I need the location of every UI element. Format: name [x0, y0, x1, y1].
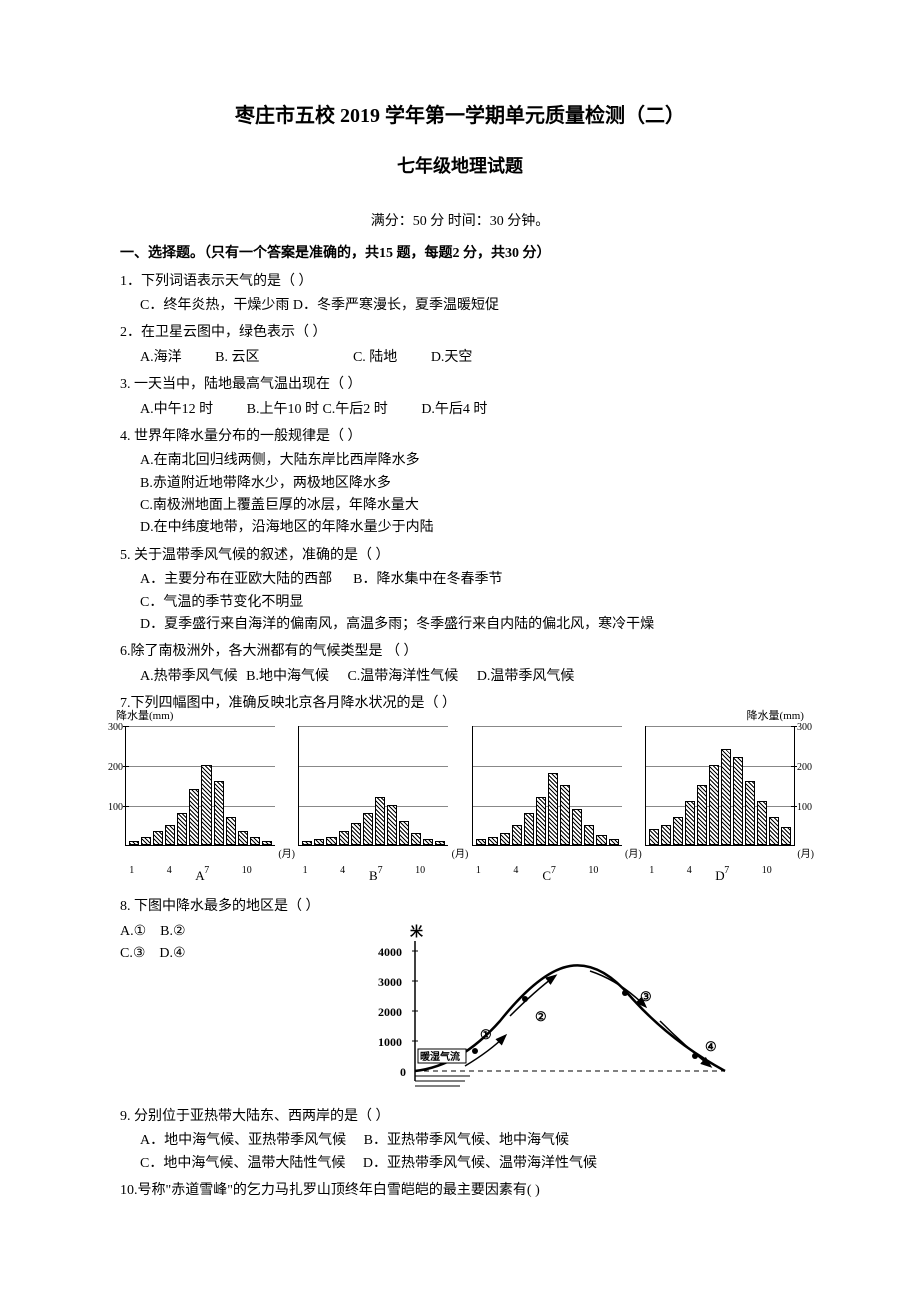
option-2b: B. 云区 — [215, 347, 259, 369]
chart-B-label: B — [293, 866, 453, 887]
option-6d: D.温带季风气候 — [477, 666, 575, 688]
chart-D-ylabel: 降水量(mm) — [747, 708, 804, 726]
exam-meta: 满分：50 分 时间：30 分钟。 — [120, 211, 800, 233]
option-6c: C.温带海洋性气候 — [347, 666, 458, 688]
option-2d: D.天空 — [431, 347, 473, 369]
option-8c: C.③ — [120, 946, 145, 961]
question-8: 8. 下图中降水最多的地区是（ ） A.① B.② C.③ D.④ 米 4000 — [120, 896, 800, 1100]
option-8a: A.① — [120, 924, 146, 939]
option-5b: B．降水集中在冬春季节 — [353, 572, 502, 587]
question-6-text: 6.除了南极洲外，各大洲都有的气候类型是 （ ） — [120, 641, 800, 663]
svg-text:暖湿气流: 暖湿气流 — [420, 1050, 460, 1063]
option-8d: D.④ — [159, 946, 185, 961]
option-5c: C．气温的季节变化不明显 — [140, 592, 800, 614]
option-4b: B.赤道附近地带降水少，两极地区降水多 — [140, 473, 800, 495]
question-10-text: 10.号称"赤道雪峰"的乞力马扎罗山顶终年白雪皑皑的最主要因素有( ) — [120, 1180, 800, 1202]
svg-text:4000: 4000 — [378, 945, 402, 959]
page-title: 枣庄市五校 2019 学年第一学期单元质量检测（二） — [120, 100, 800, 132]
mountain-diagram: 米 4000 3000 2000 1000 0 — [360, 921, 740, 1101]
chart-C: 14710(月) C — [467, 726, 627, 887]
section-1-header: 一、选择题。（只有一个答案是准确的，共15 题，每题2 分，共30 分） — [120, 243, 800, 265]
question-2: 2．在卫星云图中，绿色表示（ ） A.海洋 B. 云区 C. 陆地 D.天空 — [120, 322, 800, 369]
option-9d: D．亚热带季风气候、温带海洋性气候 — [363, 1156, 597, 1171]
question-1: 1．下列词语表示天气的是（ ） C．终年炎热，干燥少雨 D．冬季严寒漫长，夏季温… — [120, 271, 800, 318]
chart-C-label: C — [467, 866, 627, 887]
option-4d: D.在中纬度地带，沿海地区的年降水量少于内陆 — [140, 517, 800, 539]
chart-A-label: A — [120, 866, 280, 887]
option-9c: C．地中海气候、温带大陆性气候 — [140, 1156, 345, 1171]
option-5d: D．夏季盛行来自海洋的偏南风，高温多雨；冬季盛行来自内陆的偏北风，寒冷干燥 — [140, 614, 800, 636]
chart-A-ylabel: 降水量(mm) — [116, 708, 173, 726]
option-2c: C. 陆地 — [353, 347, 397, 369]
question-5-text: 5. 关于温带季风气候的叙述，准确的是（ ） — [120, 545, 800, 567]
svg-text:1000: 1000 — [378, 1035, 402, 1049]
question-5: 5. 关于温带季风气候的叙述，准确的是（ ） A．主要分布在亚欧大陆的西部 B．… — [120, 545, 800, 637]
question-8-text: 8. 下图中降水最多的地区是（ ） — [120, 896, 800, 918]
question-1-text: 1．下列词语表示天气的是（ ） — [120, 271, 800, 293]
chart-D: 降水量(mm) 10020030014710(月) D — [640, 726, 800, 887]
option-9a: A．地中海气候、亚热带季风气候 — [140, 1133, 346, 1148]
svg-text:④: ④ — [705, 1039, 717, 1054]
option-3a: A.中午12 时 — [140, 399, 213, 421]
svg-text:0: 0 — [400, 1065, 406, 1079]
mountain-ylabel-text: 米 — [410, 924, 424, 939]
chart-D-label: D — [640, 866, 800, 887]
option-2a: A.海洋 — [140, 347, 182, 369]
chart-A: 降水量(mm) 10020030014710(月) A — [120, 726, 280, 887]
question-6: 6.除了南极洲外，各大洲都有的气候类型是 （ ） A.热带季风气候 B.地中海气… — [120, 641, 800, 688]
page-subtitle: 七年级地理试题 — [120, 152, 800, 181]
precipitation-charts: 降水量(mm) 10020030014710(月) A 14710(月) B 1… — [120, 726, 800, 887]
question-7-text: 7.下列四幅图中，准确反映北京各月降水状况的是（ ） — [120, 693, 800, 715]
svg-text:②: ② — [535, 1009, 547, 1024]
option-9b: B．亚热带季风气候、地中海气候 — [364, 1133, 569, 1148]
question-4: 4. 世界年降水量分布的一般规律是（ ） A.在南北回归线两侧，大陆东岸比西岸降… — [120, 426, 800, 540]
question-9: 9. 分别位于亚热带大陆东、西两岸的是（ ） A．地中海气候、亚热带季风气候 B… — [120, 1106, 800, 1175]
question-1-options: C．终年炎热，干燥少雨 D．冬季严寒漫长，夏季温暖短促 — [120, 295, 800, 317]
question-3-text: 3. 一天当中，陆地最高气温出现在（ ） — [120, 374, 800, 396]
svg-text:3000: 3000 — [378, 975, 402, 989]
question-3: 3. 一天当中，陆地最高气温出现在（ ） A.中午12 时 B.上午10 时 C… — [120, 374, 800, 421]
option-3b: B.上午10 时 — [247, 399, 319, 421]
option-5a: A．主要分布在亚欧大陆的西部 — [140, 572, 332, 587]
option-4a: A.在南北回归线两侧，大陆东岸比西岸降水多 — [140, 450, 800, 472]
option-6b: B.地中海气候 — [246, 666, 329, 688]
chart-B: 14710(月) B — [293, 726, 453, 887]
option-6a: A.热带季风气候 — [140, 666, 238, 688]
svg-text:2000: 2000 — [378, 1005, 402, 1019]
question-10: 10.号称"赤道雪峰"的乞力马扎罗山顶终年白雪皑皑的最主要因素有( ) — [120, 1180, 800, 1202]
option-3c: C.午后2 时 — [322, 399, 387, 421]
option-3d: D.午后4 时 — [421, 399, 487, 421]
question-2-text: 2．在卫星云图中，绿色表示（ ） — [120, 322, 800, 344]
svg-text:③: ③ — [640, 989, 652, 1004]
question-7: 7.下列四幅图中，准确反映北京各月降水状况的是（ ） 降水量(mm) 10020… — [120, 693, 800, 886]
question-4-text: 4. 世界年降水量分布的一般规律是（ ） — [120, 426, 800, 448]
question-9-text: 9. 分别位于亚热带大陆东、西两岸的是（ ） — [120, 1106, 800, 1128]
svg-text:①: ① — [480, 1027, 492, 1042]
option-8b: B.② — [160, 924, 185, 939]
option-4c: C.南极洲地面上覆盖巨厚的冰层，年降水量大 — [140, 495, 800, 517]
